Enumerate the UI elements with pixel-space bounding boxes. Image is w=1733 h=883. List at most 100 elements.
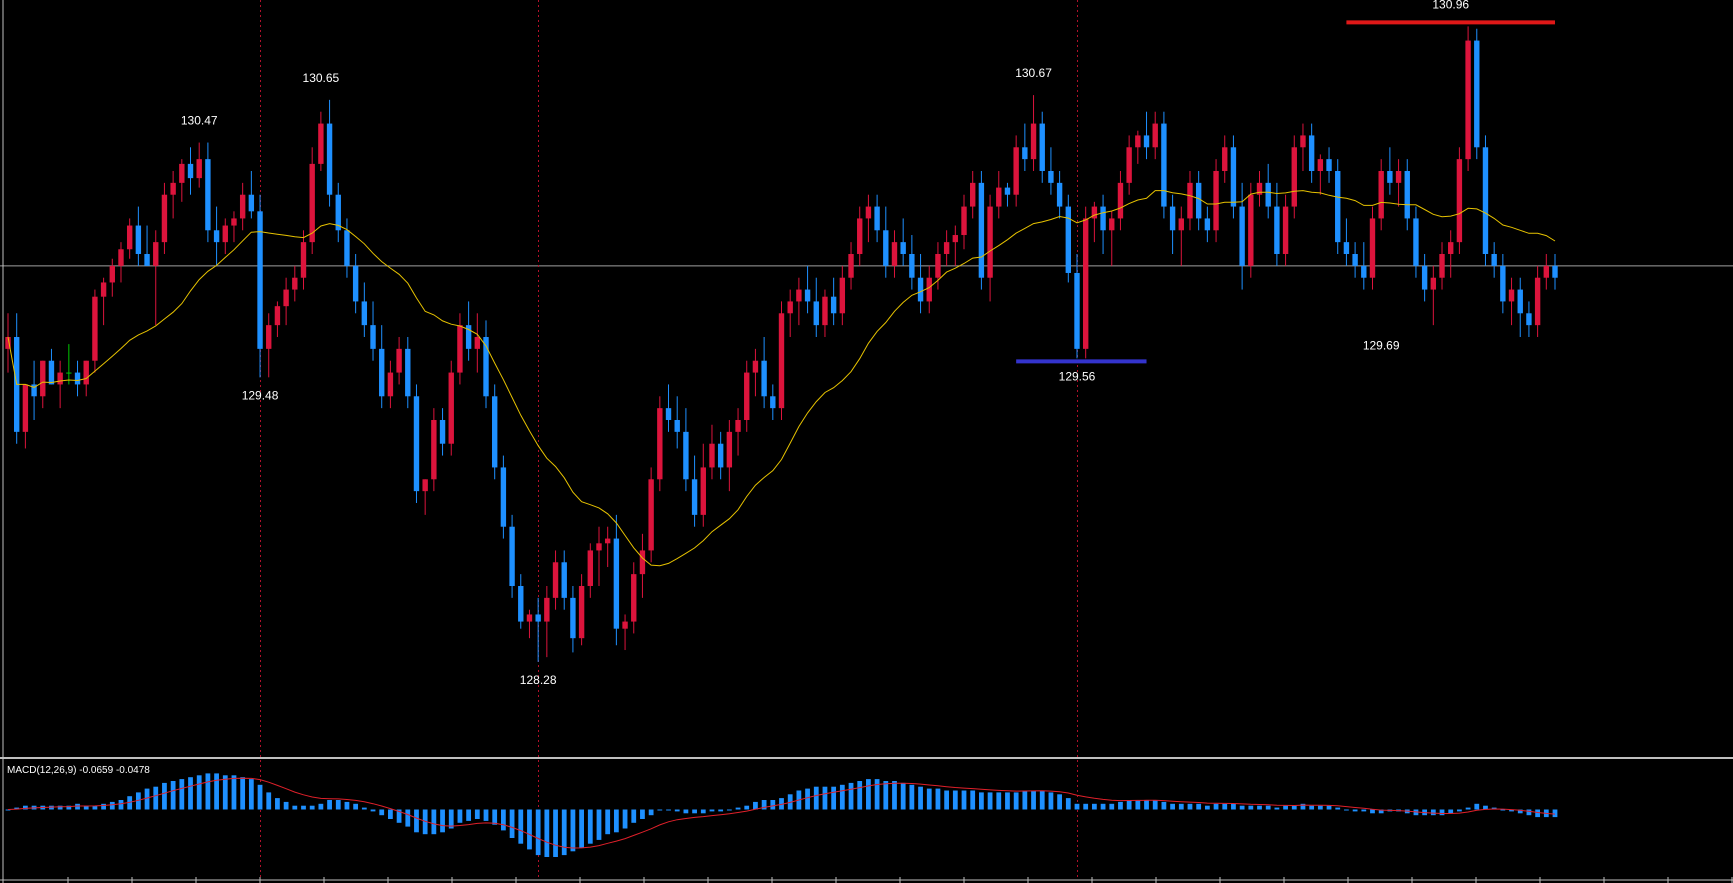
- candle-body: [153, 242, 159, 266]
- candle-body: [483, 337, 489, 397]
- macd-bar: [987, 792, 993, 810]
- macd-bar: [900, 782, 906, 810]
- macd-signal-line: [7, 777, 1556, 849]
- candle-body: [370, 325, 376, 349]
- candle-body: [1256, 182, 1263, 195]
- candle-body: [1239, 206, 1245, 266]
- candle-body: [1169, 206, 1176, 231]
- candle: [1152, 111, 1158, 160]
- candle: [1491, 242, 1497, 278]
- candle: [848, 242, 854, 290]
- macd-bar: [805, 788, 810, 810]
- macd-bar: [5, 809, 11, 811]
- macd-bar: [1361, 809, 1367, 812]
- macd-bar: [335, 800, 341, 810]
- macd-bar: [700, 809, 706, 814]
- macd-bar: [822, 786, 828, 810]
- candle: [1395, 159, 1402, 207]
- candle-body: [1004, 187, 1011, 195]
- candle: [561, 550, 567, 610]
- candle: [787, 289, 793, 337]
- macd-bar: [1535, 809, 1541, 818]
- candle: [1074, 254, 1080, 359]
- macd-bar: [301, 805, 306, 810]
- macd-bar: [1526, 809, 1532, 816]
- candle-body: [917, 277, 924, 302]
- macd-bar: [222, 775, 228, 810]
- candle: [1387, 147, 1393, 195]
- macd-bar: [205, 773, 211, 810]
- candle: [283, 277, 289, 326]
- candle: [309, 147, 315, 254]
- macd-bar: [1291, 805, 1297, 810]
- macd-bar: [1091, 803, 1097, 810]
- candle-body: [405, 348, 411, 397]
- candle-body: [622, 621, 628, 629]
- candle-body: [413, 396, 420, 492]
- candle-body: [552, 562, 559, 598]
- candle-body: [1387, 171, 1393, 183]
- candle-body: [909, 254, 915, 278]
- candle: [1517, 277, 1523, 337]
- macd-bar: [231, 775, 237, 810]
- candle: [231, 211, 237, 243]
- candle: [526, 609, 533, 639]
- macd-bar: [579, 809, 584, 848]
- candle: [691, 455, 698, 527]
- candle-body: [40, 360, 46, 397]
- macd-bar: [1500, 809, 1506, 811]
- macd-bar: [75, 803, 80, 810]
- candle-body: [839, 277, 846, 314]
- candle: [1248, 182, 1254, 278]
- candle: [1369, 206, 1376, 290]
- candle-body: [118, 249, 124, 266]
- macd-bar: [483, 809, 489, 821]
- candle: [1343, 218, 1350, 266]
- candle-body: [596, 543, 602, 551]
- candle-body: [613, 538, 620, 629]
- candle-body: [1482, 147, 1489, 254]
- macd-bar: [1039, 790, 1045, 810]
- macd-bar: [1370, 809, 1375, 814]
- macd-bar: [66, 805, 72, 810]
- candle: [179, 159, 185, 202]
- candle: [996, 171, 1002, 219]
- macd-bar: [396, 809, 402, 823]
- candle: [1109, 211, 1115, 266]
- candle-body: [657, 408, 663, 480]
- candle: [1039, 111, 1045, 183]
- candle-body: [465, 325, 472, 349]
- candle: [457, 313, 463, 385]
- candle: [187, 147, 194, 195]
- candle: [700, 443, 706, 527]
- candle-body: [1491, 254, 1497, 266]
- macd-bar: [1065, 798, 1071, 810]
- candle: [535, 597, 541, 662]
- candle: [274, 301, 281, 337]
- macd-bar: [422, 809, 428, 835]
- macd-bar: [162, 782, 167, 810]
- candle-body: [257, 211, 263, 349]
- candle: [1100, 194, 1106, 254]
- candle-body: [570, 597, 576, 639]
- candle-body: [1465, 40, 1471, 160]
- candle: [1508, 277, 1515, 326]
- candle: [239, 182, 246, 231]
- candle-body: [83, 360, 89, 385]
- candle-body: [1117, 182, 1124, 219]
- candle: [613, 514, 620, 646]
- candle-body: [996, 187, 1002, 207]
- candle-body: [970, 182, 976, 207]
- candle: [570, 586, 576, 653]
- macd-bar: [135, 792, 141, 810]
- macd-bar: [1430, 809, 1436, 816]
- candle-body: [500, 467, 507, 527]
- macd-panel[interactable]: [5, 773, 1558, 857]
- macd-bar: [1378, 809, 1384, 814]
- macd-bar: [770, 800, 776, 810]
- candle: [448, 360, 454, 456]
- candle-body: [865, 206, 872, 219]
- candle-body: [1308, 135, 1315, 171]
- macd-bar: [535, 809, 541, 856]
